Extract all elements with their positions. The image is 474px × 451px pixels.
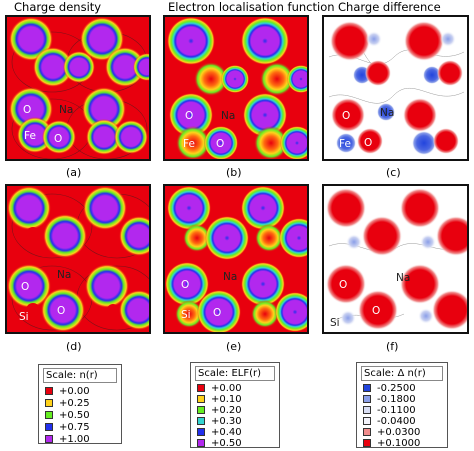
atom-label-na: Na [57,269,71,281]
legend-swatch [197,439,205,447]
legend-title: Scale: Δ n(r) [361,366,443,381]
atom-label-o: O [342,110,350,122]
legend-row: +0.10 [197,394,242,405]
legend-charge-density: Scale: n(r) +0.00 +0.25 +0.50 +0.75 +1.0… [38,364,122,445]
legend-row: -0.0400 [363,416,416,427]
legend-value: +0.0300 [377,427,421,438]
legend-swatch [45,399,53,407]
legend-row: +0.0300 [363,427,420,438]
panel-f-charge-difference-si: O Na Si O [322,184,469,334]
legend-value: +0.75 [59,422,90,433]
legend-value: +0.1000 [377,438,421,449]
legend-row: -0.1100 [363,405,416,416]
column-title-charge-density: Charge density [14,0,102,14]
panel-label-c: (c) [386,166,401,179]
atom-label-o: O [54,133,62,145]
legend-title: Scale: ELF(r) [195,366,275,381]
legend-elf: Scale: ELF(r) +0.00 +0.10 +0.20 +0.30 +0… [190,362,280,449]
panel-label-d: (d) [66,340,82,353]
legend-swatch [197,384,205,392]
atom-label-na: Na [380,107,394,119]
atom-label-o: O [57,305,65,317]
legend-row: +0.50 [45,410,90,421]
legend-value: -0.1100 [377,405,416,416]
legend-swatch [363,428,371,436]
legend-row: +0.75 [45,422,90,433]
legend-value: +0.50 [211,438,242,449]
atom-label-na: Na [223,271,237,283]
legend-row: +0.20 [197,405,242,416]
atom-label-fe: Fe [183,138,195,150]
legend-value: -0.0400 [377,416,416,427]
legend-row: -0.2500 [363,383,416,394]
legend-swatch [45,423,53,431]
atom-label-o: O [23,104,31,116]
legend-swatch [197,395,205,403]
legend-swatch [363,395,371,403]
legend-swatch [197,406,205,414]
panel-label-e: (e) [226,340,242,353]
panel-a-charge-density-fe: O Na Fe O [5,15,151,161]
atom-label-si: Si [181,309,191,321]
legend-row: +0.50 [197,438,242,449]
legend-title: Scale: n(r) [43,368,117,383]
atom-label-fe: Fe [24,130,36,142]
legend-swatch [363,406,371,414]
panel-e-elf-si: O Na Si O [163,184,309,334]
legend-swatch [45,411,53,419]
legend-swatch [197,417,205,425]
legend-value: +1.00 [59,434,90,445]
legend-swatch [45,387,53,395]
legend-value: -0.1800 [377,394,416,405]
atom-label-o: O [181,279,189,291]
atom-label-o: O [216,138,224,150]
atom-label-o: O [372,305,380,317]
legend-swatch [363,439,371,447]
atom-label-o: O [21,281,29,293]
legend-row: +0.40 [197,427,242,438]
legend-value: +0.00 [211,383,242,394]
legend-swatch [45,435,53,443]
atom-label-si: Si [19,311,29,323]
legend-value: +0.50 [59,410,90,421]
legend-row: +0.00 [45,386,90,397]
atom-label-o: O [213,307,221,319]
legend-charge-difference: Scale: Δ n(r) -0.2500 -0.1800 -0.1100 -0… [356,362,448,449]
panel-label-a: (a) [66,166,82,179]
panel-c-charge-difference-fe: O Na Fe O [322,15,469,161]
atom-label-si: Si [330,317,340,329]
panel-b-elf-fe: O Na Fe O [163,15,309,161]
column-title-elf: Electron localisation function [168,0,335,14]
atom-label-na: Na [59,104,73,116]
legend-row: +0.1000 [363,438,420,449]
legend-row: +1.00 [45,434,90,445]
atom-label-na: Na [221,110,235,122]
legend-value: +0.10 [211,394,242,405]
legend-row: -0.1800 [363,394,416,405]
legend-swatch [363,384,371,392]
legend-swatch [197,428,205,436]
panel-label-f: (f) [386,340,399,353]
atom-label-o: O [339,279,347,291]
legend-swatch [363,417,371,425]
legend-value: +0.00 [59,386,90,397]
legend-value: +0.25 [59,398,90,409]
legend-value: +0.40 [211,427,242,438]
atom-label-o: O [185,110,193,122]
column-title-charge-difference: Charge difference [338,0,441,14]
panel-d-charge-density-si: O Na Si O [5,184,151,334]
legend-value: +0.30 [211,416,242,427]
panel-label-b: (b) [226,166,242,179]
legend-value: +0.20 [211,405,242,416]
atom-label-o: O [364,137,372,149]
legend-row: +0.25 [45,398,90,409]
atom-label-fe: Fe [339,138,351,150]
legend-value: -0.2500 [377,383,416,394]
legend-row: +0.00 [197,383,242,394]
legend-row: +0.30 [197,416,242,427]
atom-label-na: Na [396,272,410,284]
